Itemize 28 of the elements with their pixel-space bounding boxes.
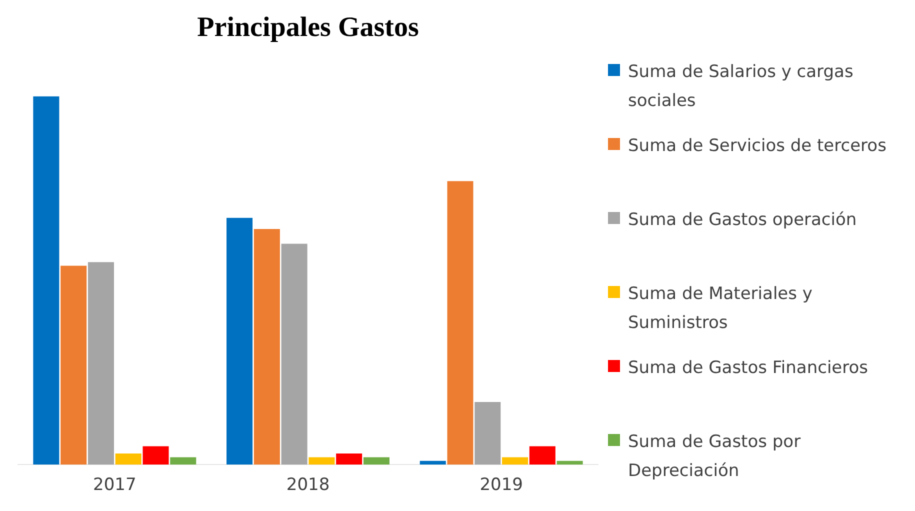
chart-title: Principales Gastos bbox=[197, 12, 419, 44]
legend-label: Suma de Gastos Financieros bbox=[628, 357, 868, 380]
bar bbox=[88, 262, 114, 465]
bar bbox=[529, 446, 556, 465]
bar bbox=[226, 218, 253, 465]
bar bbox=[502, 457, 528, 465]
bar bbox=[170, 457, 196, 465]
bar bbox=[336, 454, 362, 465]
bar bbox=[447, 181, 474, 465]
bar bbox=[254, 228, 280, 465]
bar bbox=[115, 454, 142, 465]
x-tick-label: 2017 bbox=[93, 475, 136, 496]
bar bbox=[474, 402, 501, 465]
bar bbox=[556, 460, 583, 465]
bar bbox=[363, 457, 390, 465]
legend-label: Suma de Gastos por Depreciación bbox=[628, 431, 802, 483]
x-tick-label: 2018 bbox=[286, 475, 330, 496]
bar bbox=[420, 460, 446, 465]
bar bbox=[281, 244, 308, 465]
legend-label: Suma de Materiales y Suministros bbox=[628, 283, 814, 335]
x-tick-label: 2019 bbox=[480, 475, 523, 496]
legend-label: Suma de Gastos operación bbox=[628, 209, 857, 232]
bar bbox=[60, 266, 87, 465]
bar bbox=[33, 96, 60, 465]
legend-label: Suma de Servicios de terceros bbox=[628, 135, 886, 158]
legend-label: Suma de Salarios y cargas sociales bbox=[628, 61, 854, 113]
bar bbox=[308, 457, 335, 465]
bar bbox=[142, 446, 169, 465]
